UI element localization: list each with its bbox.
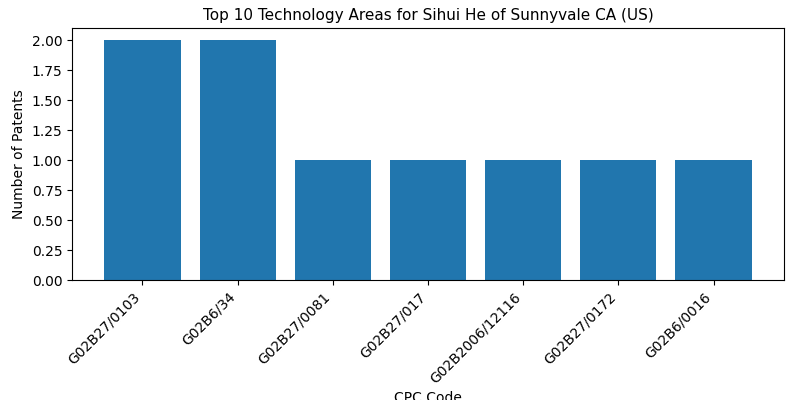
- X-axis label: CPC Code: CPC Code: [394, 391, 462, 400]
- Bar: [294, 160, 371, 280]
- Title: Top 10 Technology Areas for Sihui He of Sunnyvale CA (US): Top 10 Technology Areas for Sihui He of …: [202, 8, 654, 23]
- Y-axis label: Number of Patents: Number of Patents: [12, 89, 26, 219]
- Bar: [104, 40, 181, 280]
- Bar: [390, 160, 466, 280]
- Bar: [485, 160, 562, 280]
- Bar: [199, 40, 276, 280]
- Bar: [580, 160, 657, 280]
- Bar: [675, 160, 752, 280]
